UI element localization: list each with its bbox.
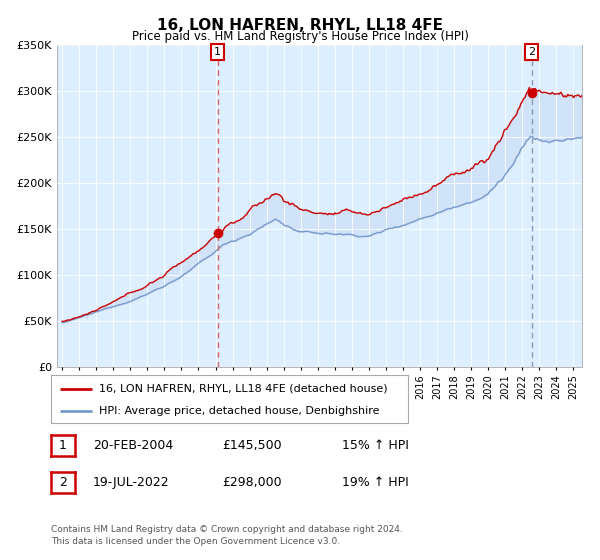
Text: Price paid vs. HM Land Registry's House Price Index (HPI): Price paid vs. HM Land Registry's House … <box>131 30 469 43</box>
Text: 15% ↑ HPI: 15% ↑ HPI <box>342 439 409 452</box>
Text: Contains HM Land Registry data © Crown copyright and database right 2024.
This d: Contains HM Land Registry data © Crown c… <box>51 525 403 546</box>
Text: 20-FEB-2004: 20-FEB-2004 <box>93 439 173 452</box>
Text: 1: 1 <box>59 439 67 452</box>
Text: 16, LON HAFREN, RHYL, LL18 4FE: 16, LON HAFREN, RHYL, LL18 4FE <box>157 18 443 32</box>
Text: HPI: Average price, detached house, Denbighshire: HPI: Average price, detached house, Denb… <box>99 406 380 416</box>
Text: 19-JUL-2022: 19-JUL-2022 <box>93 475 170 489</box>
Text: 1: 1 <box>214 47 221 57</box>
Text: £298,000: £298,000 <box>222 475 281 489</box>
Text: 2: 2 <box>59 475 67 489</box>
Text: 19% ↑ HPI: 19% ↑ HPI <box>342 475 409 489</box>
Text: 2: 2 <box>528 47 535 57</box>
Text: £145,500: £145,500 <box>222 439 281 452</box>
Text: 16, LON HAFREN, RHYL, LL18 4FE (detached house): 16, LON HAFREN, RHYL, LL18 4FE (detached… <box>99 384 388 394</box>
